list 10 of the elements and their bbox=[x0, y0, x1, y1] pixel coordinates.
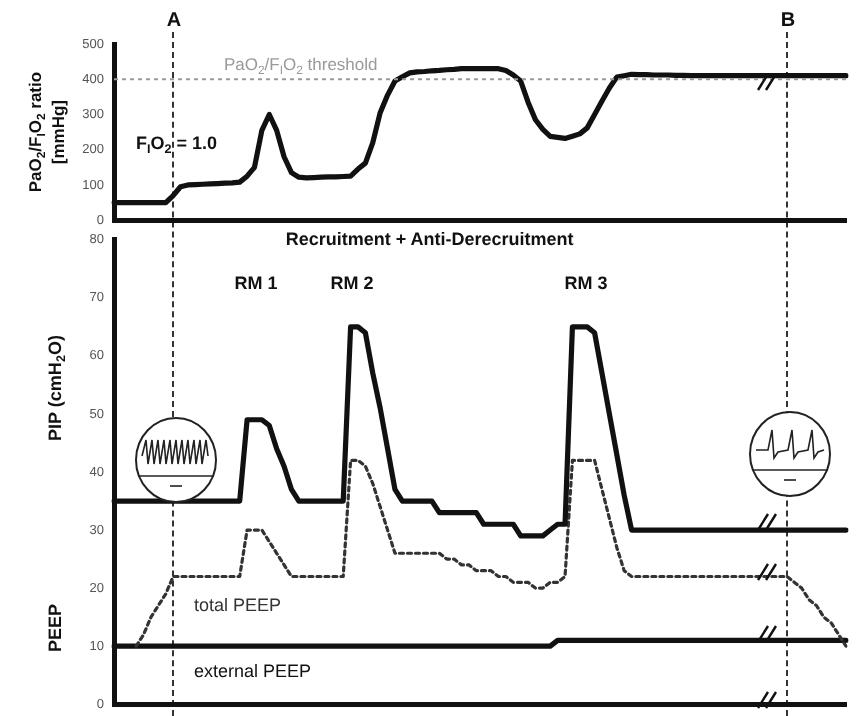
annotation: Recruitment + Anti-Derecruitment bbox=[285, 228, 574, 249]
series-label: external PEEP bbox=[194, 660, 312, 681]
text: PEEP bbox=[44, 603, 65, 653]
text: B bbox=[780, 9, 796, 32]
annotation: RM 3 bbox=[564, 272, 608, 293]
text: A bbox=[166, 9, 182, 32]
annotation: RM 1 bbox=[234, 272, 278, 293]
annotation: RM 2 bbox=[330, 272, 374, 293]
series-label: total PEEP bbox=[194, 594, 282, 615]
line-series bbox=[134, 458, 848, 648]
